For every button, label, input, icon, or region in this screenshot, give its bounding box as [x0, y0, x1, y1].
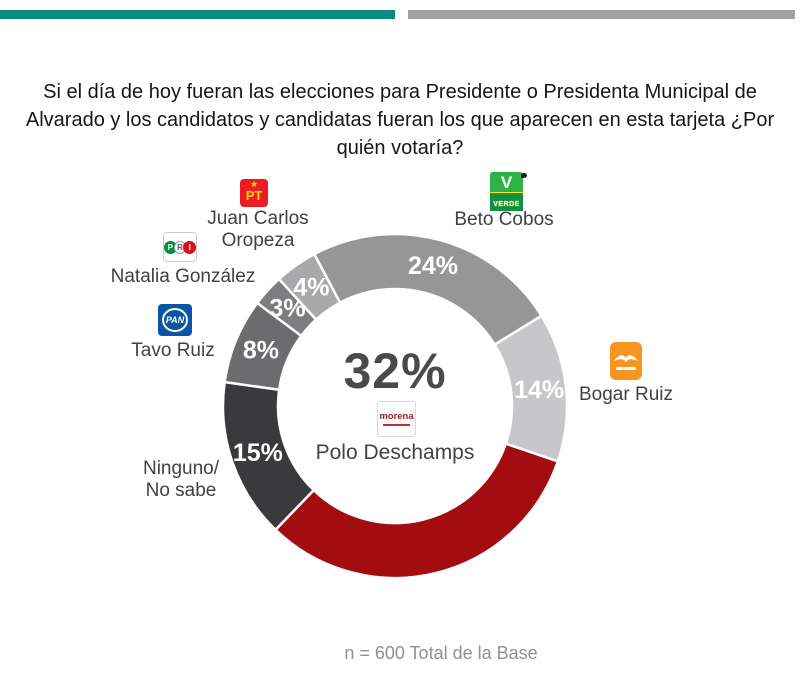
leader-name: Polo Deschamps — [315, 441, 475, 464]
candidate-name-line: Oropeza — [221, 230, 295, 251]
callout-ninguno-no-sabe: Ninguno/ No sabe — [111, 458, 251, 502]
pt-logo: ★ PT — [240, 179, 268, 207]
morena-slogan-line — [383, 424, 410, 426]
none-label-line: No sabe — [145, 480, 217, 501]
verde-toucan-icon — [521, 173, 527, 178]
donut-slice-beto-cobos — [312, 232, 544, 347]
none-label-line: Ninguno/ — [142, 458, 220, 479]
callout-bogar-ruiz: Bogar Ruiz — [556, 384, 696, 406]
verde-logo-v: V — [500, 173, 513, 192]
pt-star-icon: ★ — [249, 179, 259, 189]
pan-logo-text: PAN — [165, 315, 185, 325]
top-gray-bar — [408, 10, 795, 19]
arc-label-juan-carlos-oropeza: 4% — [293, 274, 329, 302]
callout-juan-carlos-oropeza: Juan Carlos Oropeza — [188, 208, 328, 252]
donut-slice-polo-deschamps — [273, 442, 560, 580]
arc-label-ninguno-no-sabe: 15% — [233, 439, 283, 467]
arc-label-tavo-ruiz: 8% — [243, 337, 279, 365]
arc-label-bogar-ruiz: 14% — [514, 376, 564, 404]
candidate-name-line: Natalia González — [110, 266, 256, 287]
pri-logo: P R I — [163, 232, 197, 262]
poll-question-line-2: Alvarado y los candidatos y candidatas f… — [25, 109, 775, 131]
pt-logo-text: PT — [245, 188, 263, 203]
morena-logo: morena — [377, 401, 416, 437]
poll-question-line-1: Si el día de hoy fueran las elecciones p… — [43, 81, 757, 103]
candidate-name-line: Juan Carlos — [207, 208, 309, 229]
callout-tavo-ruiz: Tavo Ruiz — [103, 340, 243, 362]
poll-donut-chart: 24% 14% 15% 8% 3% 4% — [205, 216, 585, 596]
donut-svg: 24%14%15%8%3%4% — [221, 232, 569, 580]
top-teal-bar — [0, 10, 395, 19]
verde-logo-band: VERDE — [490, 192, 523, 211]
callout-beto-cobos: Beto Cobos — [434, 209, 574, 231]
poll-question-title: Si el día de hoy fueran las elecciones p… — [20, 78, 780, 162]
donut-slice-juan-carlos-oropeza — [277, 252, 342, 322]
verde-logo-text: VERDE — [493, 201, 520, 208]
pri-logo-letter-i: I — [183, 240, 197, 254]
verde-logo: V VERDE — [490, 172, 527, 211]
pan-logo: PAN — [158, 304, 192, 336]
candidate-name-line: Tavo Ruiz — [131, 340, 215, 361]
candidate-name-line: Beto Cobos — [454, 209, 554, 230]
pri-logo-letter-p: P — [164, 240, 177, 254]
mc-logo-subtext-line — [616, 367, 636, 370]
morena-logo-text: morena — [379, 411, 414, 422]
leader-percentage: 32% — [343, 343, 447, 399]
candidate-name-line: Bogar Ruiz — [579, 384, 673, 405]
mc-eagle-icon — [614, 355, 638, 362]
mc-logo — [610, 342, 642, 380]
poll-question-line-3: quién votaría? — [336, 137, 464, 159]
sample-size-note: n = 600 Total de la Base — [344, 643, 538, 663]
callout-natalia-gonzalez: Natalia González — [93, 266, 273, 288]
pan-logo-ring: PAN — [162, 308, 188, 332]
arc-label-beto-cobos: 24% — [408, 252, 458, 280]
